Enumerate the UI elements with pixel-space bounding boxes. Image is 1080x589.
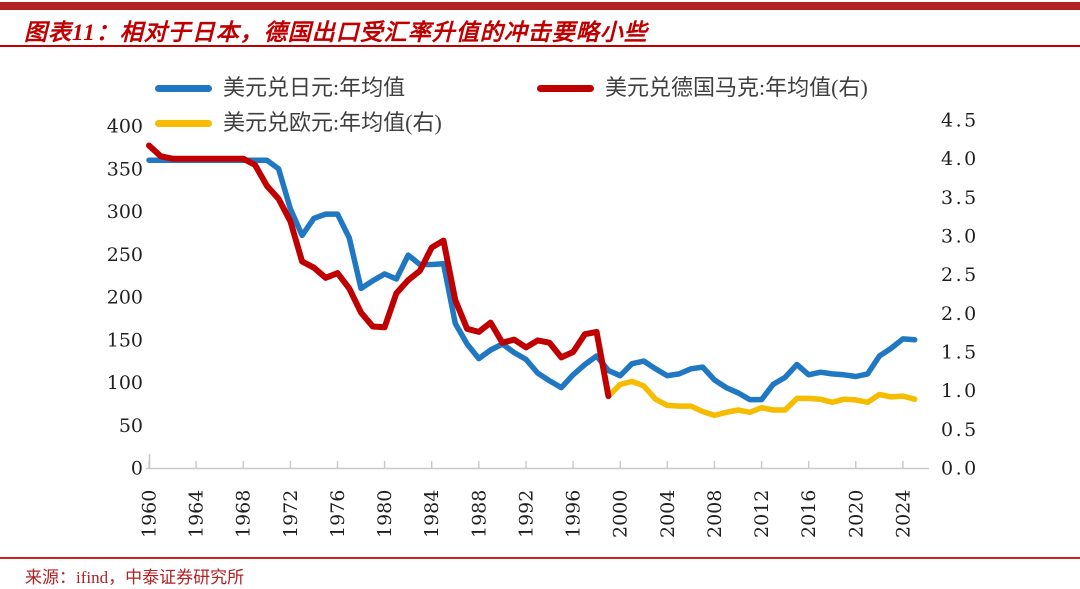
- x-tick-label: 1988: [468, 490, 490, 538]
- right-tick-label: 1.5: [941, 342, 979, 364]
- x-tick-label: 1992: [515, 490, 537, 538]
- right-tick-label: 1.0: [941, 380, 979, 402]
- x-tick-label: 2024: [892, 490, 914, 538]
- x-tick-label: 2004: [657, 490, 679, 538]
- left-tick-label: 0: [131, 458, 143, 480]
- top-red-bar: [0, 2, 1080, 10]
- x-tick-label: 1960: [139, 490, 161, 538]
- legend-label-usd-dem: 美元兑德国马克:年均值(右): [605, 75, 868, 100]
- legend-swatch-usd-jpy: [155, 84, 212, 92]
- legend-label-usd-jpy: 美元兑日元:年均值: [223, 75, 406, 100]
- x-tick-label: 1980: [374, 490, 396, 538]
- legend-item-usd-dem: 美元兑德国马克:年均值(右): [537, 76, 868, 100]
- source-text: 来源：ifind，中泰证券研究所: [25, 568, 245, 587]
- legend-swatch-usd-dem: [537, 84, 594, 92]
- footer-rule: [0, 557, 1080, 559]
- title-underline: [0, 45, 1080, 47]
- right-tick-label: 4.0: [941, 148, 979, 170]
- usd-jpy-line: [146, 157, 918, 403]
- right-tick-label: 0.5: [941, 419, 979, 441]
- usd-dem-line: [146, 142, 612, 400]
- left-tick-label: 400: [107, 116, 143, 138]
- right-tick-label: 2.0: [941, 303, 979, 325]
- x-tick-label: 2012: [751, 490, 773, 538]
- right-tick-label: 2.5: [941, 264, 979, 286]
- left-tick-label: 350: [107, 158, 143, 180]
- x-tick-label: 1972: [280, 490, 302, 538]
- x-tick-label: 1968: [233, 490, 255, 538]
- legend-item-usd-eur: 美元兑欧元:年均值(右): [155, 111, 442, 135]
- right-tick-label: 3.0: [941, 226, 979, 248]
- x-tick-label: 2020: [845, 490, 867, 538]
- x-tick-label: 2008: [704, 490, 726, 538]
- left-tick-label: 50: [119, 415, 143, 437]
- x-tick-label: 1964: [186, 490, 208, 538]
- x-tick-label: 1984: [421, 490, 443, 538]
- x-tick-label: 2000: [610, 490, 632, 538]
- right-tick-label: 3.5: [941, 187, 979, 209]
- left-tick-label: 100: [107, 372, 143, 394]
- usd-eur-line: [605, 378, 918, 419]
- left-tick-label: 200: [107, 287, 143, 309]
- legend-item-usd-jpy: 美元兑日元:年均值: [155, 76, 405, 100]
- right-tick-label: 4.5: [941, 110, 979, 132]
- legend-swatch-usd-eur: [155, 119, 212, 127]
- x-tick-label: 2016: [798, 490, 820, 538]
- left-tick-label: 250: [107, 244, 143, 266]
- right-tick-label: 0.0: [941, 458, 979, 480]
- x-tick-label: 1996: [563, 490, 585, 538]
- x-tick-label: 1976: [327, 490, 349, 538]
- figure-title: 图表11：相对于日本，德国出口受汇率升值的冲击要略小些: [24, 20, 648, 45]
- left-tick-label: 150: [107, 329, 143, 351]
- left-tick-label: 300: [107, 201, 143, 223]
- legend-label-usd-eur: 美元兑欧元:年均值(右): [223, 110, 442, 135]
